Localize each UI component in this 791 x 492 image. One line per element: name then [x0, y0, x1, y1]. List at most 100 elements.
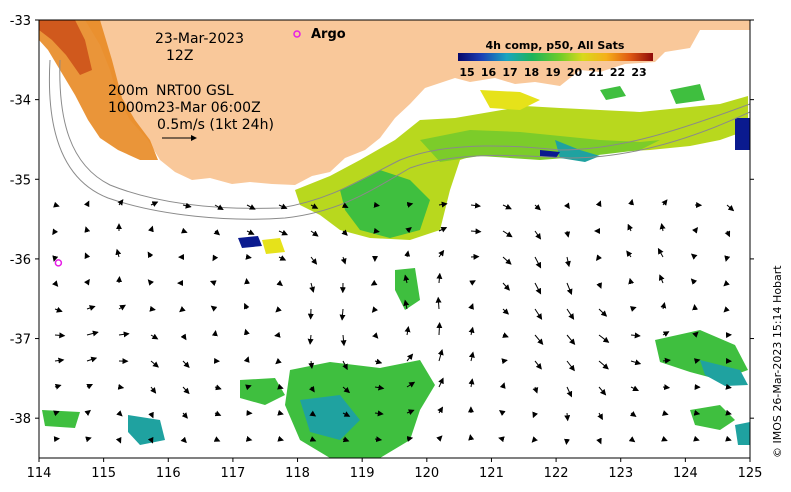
- current-vector: [534, 334, 544, 345]
- current-vector: [596, 437, 602, 445]
- current-vector: [403, 274, 410, 284]
- argo-floats: [54, 259, 63, 267]
- current-vector: [662, 384, 671, 391]
- argo-legend-label: Argo: [311, 27, 346, 42]
- current-vector: [148, 411, 154, 419]
- current-vector: [243, 328, 250, 336]
- current-vector: [436, 435, 443, 442]
- current-vector: [564, 438, 570, 445]
- current-vector: [657, 247, 664, 258]
- current-vector: [148, 225, 154, 233]
- current-vector: [468, 303, 474, 310]
- current-vector: [566, 386, 573, 398]
- current-vector: [661, 199, 668, 206]
- current-vector: [595, 200, 602, 208]
- current-vector: [404, 250, 411, 258]
- current-vector: [692, 227, 699, 234]
- current-vector: [723, 306, 730, 313]
- current-vector: [725, 435, 732, 442]
- current-vector: [339, 308, 346, 321]
- current-vector: [116, 276, 123, 284]
- land-mass: [39, 20, 750, 185]
- current-vector: [598, 334, 610, 343]
- current-vector: [436, 322, 443, 336]
- current-vector: [274, 331, 281, 338]
- current-vector: [725, 409, 732, 416]
- current-vector: [150, 360, 159, 368]
- current-vector: [658, 274, 665, 284]
- current-vector: [53, 410, 60, 417]
- current-vector: [340, 256, 347, 265]
- current-vector: [406, 435, 414, 442]
- current-vector: [595, 254, 602, 262]
- current-vector: [147, 436, 154, 444]
- current-vector: [468, 326, 475, 336]
- current-vector: [246, 229, 255, 235]
- bathymetry-contours: [48, 59, 750, 220]
- current-vector: [84, 409, 91, 416]
- current-vector: [310, 256, 318, 265]
- current-vector: [308, 360, 315, 369]
- contour-1000-label: 1000m: [108, 100, 157, 116]
- lat-tick-label: -34: [10, 94, 31, 109]
- current-vector: [84, 226, 91, 233]
- current-vector: [86, 383, 93, 390]
- current-vector: [213, 229, 221, 236]
- current-vector: [180, 227, 188, 234]
- current-vector: [342, 436, 350, 443]
- current-vector: [277, 435, 284, 442]
- current-vector: [534, 360, 542, 370]
- current-vector: [534, 256, 542, 269]
- current-vector: [724, 255, 731, 262]
- current-vector: [690, 253, 698, 260]
- current-vector: [245, 384, 252, 391]
- current-vector: [502, 256, 512, 265]
- current-vector: [406, 201, 414, 208]
- current-vector: [118, 304, 126, 311]
- current-vector: [181, 412, 188, 419]
- current-vector: [150, 201, 159, 207]
- current-vector: [566, 282, 573, 296]
- current-vector: [662, 331, 670, 337]
- current-vector: [214, 384, 222, 391]
- current-vector: [468, 351, 475, 362]
- colorbar-tick-label: 18: [524, 66, 539, 79]
- current-vector: [86, 356, 98, 363]
- current-vector: [245, 253, 252, 260]
- current-vector: [211, 330, 218, 337]
- current-vector: [534, 308, 543, 320]
- current-vector: [115, 436, 122, 444]
- current-vector: [86, 305, 96, 311]
- current-vector: [374, 358, 383, 365]
- lon-tick-label: 121: [479, 466, 504, 481]
- current-vector: [54, 306, 63, 313]
- current-vector: [341, 202, 349, 208]
- current-vector: [373, 201, 380, 208]
- lon-tick-label: 124: [673, 466, 698, 481]
- current-vector: [470, 202, 481, 209]
- product-label: NRT00 GSL: [156, 83, 234, 99]
- current-vector: [468, 434, 475, 441]
- current-vector: [630, 332, 641, 339]
- lat-tick-label: -33: [10, 14, 31, 29]
- lat-tick-label: -37: [10, 333, 31, 348]
- current-vector: [150, 333, 159, 340]
- current-vector: [627, 223, 633, 232]
- current-vector: [598, 308, 608, 317]
- current-vector: [278, 255, 287, 261]
- lon-tick-label: 118: [285, 466, 310, 481]
- current-vector: [214, 204, 224, 210]
- current-vector: [277, 383, 284, 390]
- colorbar-tick-label: 15: [459, 66, 474, 79]
- current-vector: [630, 359, 642, 366]
- current-vector: [117, 199, 124, 206]
- current-vector: [532, 386, 539, 394]
- current-vector: [84, 252, 91, 260]
- current-vector: [214, 410, 222, 417]
- current-vector: [374, 384, 385, 391]
- lon-tick-label: 125: [738, 466, 763, 481]
- latitude-axis: -33 -34 -35 -36 -37 -38: [10, 14, 754, 427]
- current-vector: [532, 411, 538, 419]
- scale-vector-label: 0.5m/s (1kt 24h): [157, 117, 274, 133]
- current-vector: [628, 436, 636, 443]
